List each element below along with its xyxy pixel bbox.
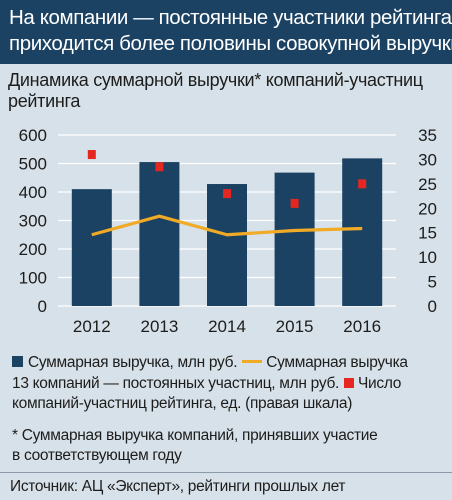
bar-2015 xyxy=(274,172,315,306)
legend-row-2: 13 компаний — постоянных участниц, млн р… xyxy=(12,374,448,395)
right-axis-ticks: 0 5 10 15 20 25 30 35 xyxy=(418,126,437,316)
bar-2014 xyxy=(207,184,247,306)
bar-2013 xyxy=(139,162,180,306)
footnote-line-1: * Суммарная выручка компаний, принявших … xyxy=(12,427,378,444)
right-tick-label: 5 xyxy=(428,273,437,292)
right-tick-label: 20 xyxy=(418,199,437,218)
marker-2015 xyxy=(290,198,299,208)
headline-line-2: приходится более половины совокупной выр… xyxy=(9,32,452,55)
legend-row-3: компаний-участниц рейтинга, ед. (правая … xyxy=(12,394,448,415)
source-note: Источник: АЦ «Эксперт», рейтинги прошлых… xyxy=(10,478,346,495)
left-tick-label: 500 xyxy=(19,155,47,174)
marker-2013 xyxy=(155,162,164,172)
footnote: * Суммарная выручка компаний, принявших … xyxy=(12,426,448,466)
left-tick-label: 100 xyxy=(19,269,47,288)
left-tick-label: 0 xyxy=(38,297,47,316)
x-tick-label-2015: 2015 xyxy=(276,317,314,336)
x-tick-label-2014: 2014 xyxy=(208,317,246,336)
revenue-bars xyxy=(71,158,383,306)
headline-line-1: На компании — постоянные участники рейти… xyxy=(9,6,452,29)
legend-row-1: Суммарная выручка, млн руб. Суммарная выр… xyxy=(12,353,448,374)
right-tick-label: 25 xyxy=(418,175,437,194)
x-tick-label-2013: 2013 xyxy=(140,317,178,336)
left-tick-label: 600 xyxy=(19,126,47,145)
right-tick-label: 15 xyxy=(418,224,437,243)
legend-bar-swatch xyxy=(12,356,23,367)
left-tick-label: 200 xyxy=(19,240,47,259)
x-tick-label-2016: 2016 xyxy=(343,317,381,336)
legend-marker-label-2: компаний-участниц рейтинга, ед. (правая … xyxy=(12,395,353,412)
legend-marker-swatch xyxy=(344,377,355,388)
right-tick-label: 0 xyxy=(428,297,437,316)
footnote-line-2: в соответствующем году xyxy=(12,447,182,464)
legend-line-label-2: 13 компаний — постоянных участниц, млн р… xyxy=(12,374,340,392)
bar-2012 xyxy=(71,189,112,306)
chart-subtitle-line-2: рейтинга xyxy=(8,91,81,111)
participants-markers xyxy=(87,150,367,208)
left-axis-ticks: 0 100 200 300 400 500 600 xyxy=(19,126,47,316)
core-companies-line xyxy=(91,214,363,237)
divider xyxy=(0,472,452,473)
left-tick-label: 300 xyxy=(19,212,47,231)
right-tick-label: 30 xyxy=(418,150,437,169)
chart-subtitle: Динамика суммарной выручки* компаний-уча… xyxy=(8,70,448,112)
left-tick-label: 400 xyxy=(19,183,47,202)
legend-line-swatch xyxy=(242,360,263,363)
x-tick-label-2012: 2012 xyxy=(73,317,111,336)
chart-subtitle-line-1: Динамика суммарной выручки* компаний-уча… xyxy=(8,70,423,90)
marker-2012 xyxy=(87,150,96,160)
marker-2016 xyxy=(358,179,367,189)
marker-2014 xyxy=(223,189,231,199)
legend-line-label-1: Суммарная выручка xyxy=(266,354,408,371)
x-axis-ticks: 2012 2013 2014 2015 2016 xyxy=(73,317,381,336)
legend-marker-label-1: Число xyxy=(358,374,402,392)
legend: Суммарная выручка, млн руб. Суммарная выр… xyxy=(12,353,448,415)
right-tick-label: 35 xyxy=(418,126,437,145)
legend-bar-label: Суммарная выручка, млн руб. xyxy=(28,354,238,371)
right-tick-label: 10 xyxy=(418,248,437,267)
headline: На компании — постоянные участники рейти… xyxy=(0,0,452,64)
